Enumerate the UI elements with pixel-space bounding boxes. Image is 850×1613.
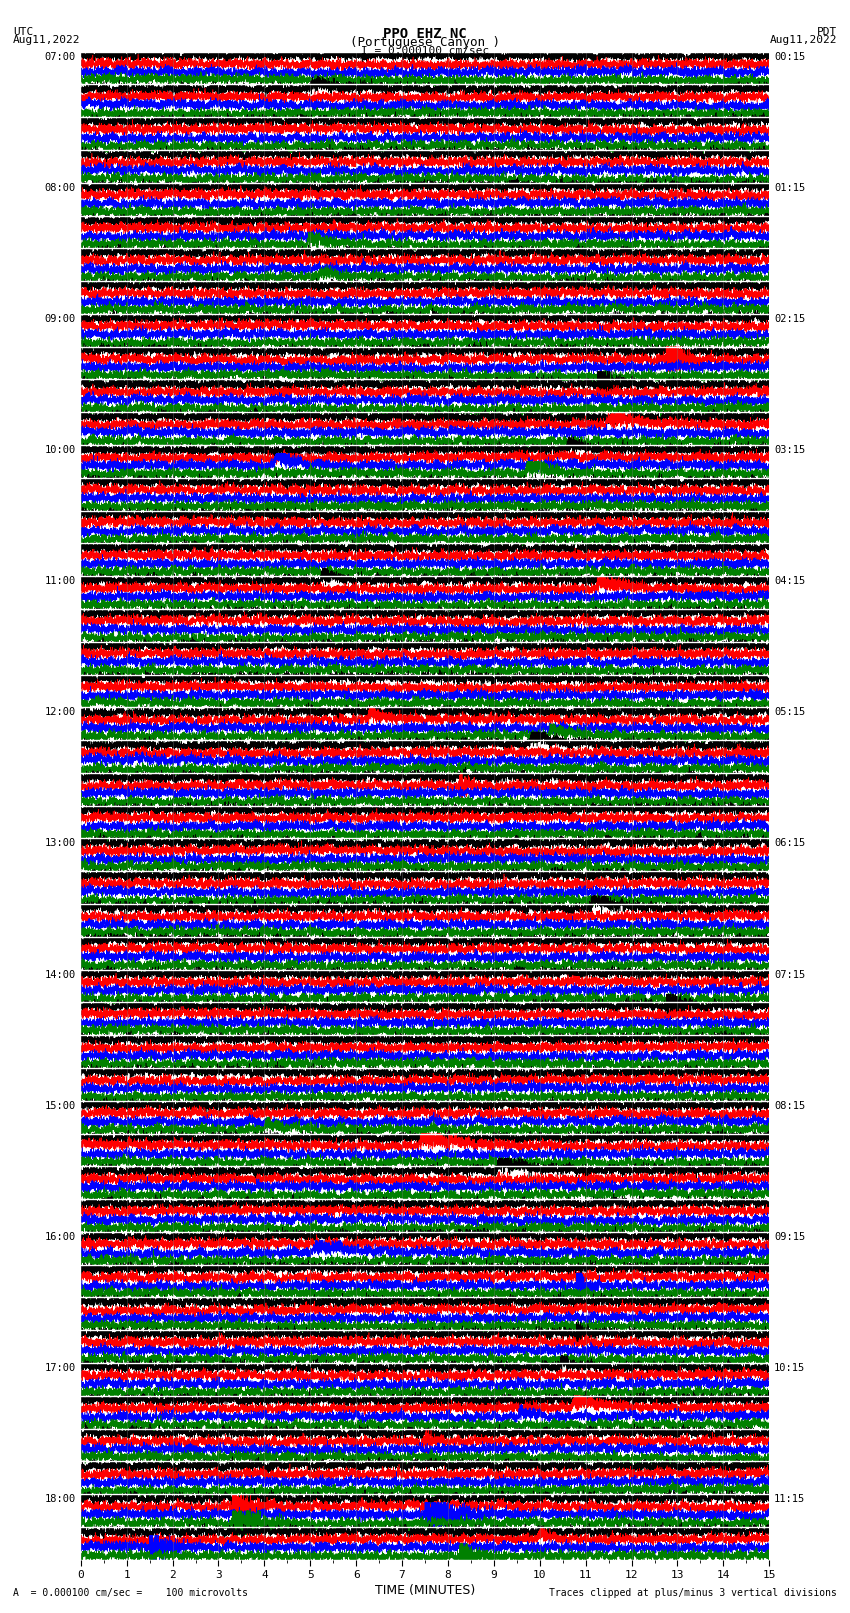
Text: I = 0.000100 cm/sec: I = 0.000100 cm/sec bbox=[361, 45, 489, 56]
Text: Aug11,2022: Aug11,2022 bbox=[770, 35, 837, 45]
Text: PPO EHZ NC: PPO EHZ NC bbox=[383, 26, 467, 40]
Text: A  = 0.000100 cm/sec =    100 microvolts: A = 0.000100 cm/sec = 100 microvolts bbox=[13, 1587, 247, 1597]
Text: UTC: UTC bbox=[13, 26, 33, 37]
X-axis label: TIME (MINUTES): TIME (MINUTES) bbox=[375, 1584, 475, 1597]
Text: PDT: PDT bbox=[817, 26, 837, 37]
Text: Traces clipped at plus/minus 3 vertical divisions: Traces clipped at plus/minus 3 vertical … bbox=[549, 1587, 837, 1597]
Text: (Portuguese Canyon ): (Portuguese Canyon ) bbox=[350, 37, 500, 50]
Text: Aug11,2022: Aug11,2022 bbox=[13, 35, 80, 45]
